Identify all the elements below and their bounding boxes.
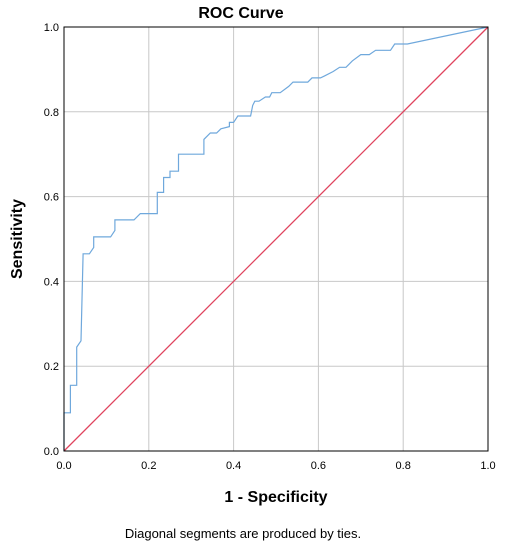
x-tick-labels: 0.0 0.2 0.4 0.6 0.8 1.0 [56,460,495,472]
y-tick-label: 0.8 [44,107,59,119]
y-tick-label: 0.0 [44,446,59,458]
x-tick-label: 0.4 [226,460,241,472]
plot-frame [63,26,489,452]
y-axis-label: Sensitivity [9,199,26,279]
reference-line [63,26,489,452]
x-tick-label: 1.0 [480,460,495,472]
y-tick-label: 1.0 [44,22,59,34]
footnote: Diagonal segments are produced by ties. [125,526,361,541]
roc-curve-line [63,26,489,451]
x-tick-label: 0.0 [56,460,71,472]
series-layer [63,26,489,452]
y-tick-label: 0.6 [44,192,59,204]
x-tick-label: 0.2 [141,460,156,472]
x-axis-label: 1 - Specificity [224,489,327,506]
y-tick-label: 0.4 [44,276,59,288]
x-tick-label: 0.6 [311,460,326,472]
x-tick-label: 0.8 [396,460,411,472]
y-tick-label: 0.2 [44,361,59,373]
y-tick-labels: 0.0 0.2 0.4 0.6 0.8 1.0 [44,22,59,458]
chart-title: ROC Curve [198,5,283,22]
